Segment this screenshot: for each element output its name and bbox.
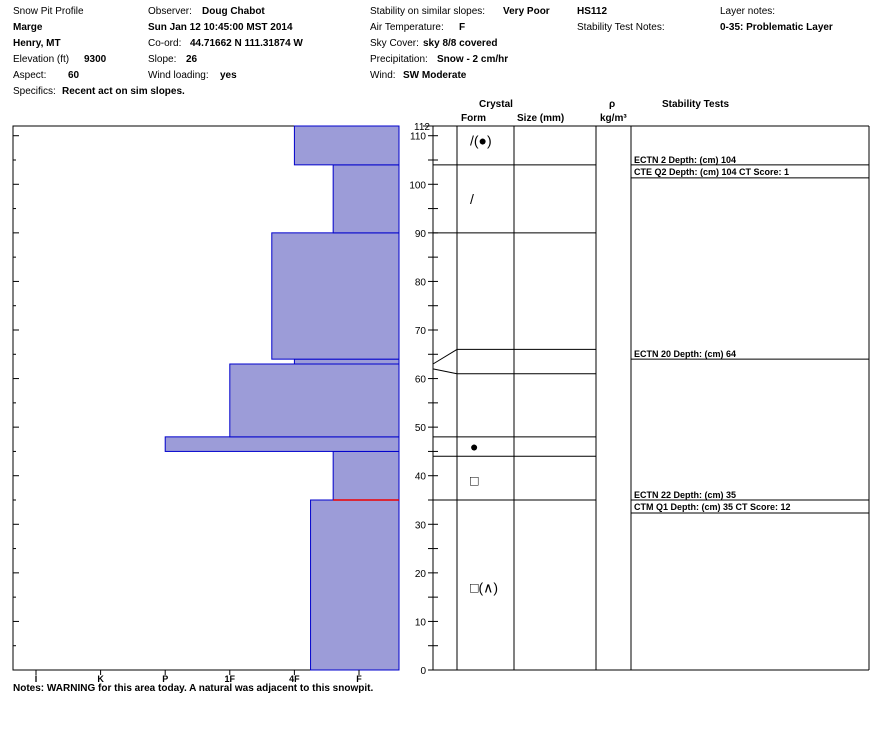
wind-loading-value: yes bbox=[220, 70, 237, 81]
sky-value: sky 8/8 covered bbox=[423, 38, 498, 49]
aspect-label: Aspect: bbox=[13, 70, 47, 81]
crystal-form-symbol: □(∧) bbox=[470, 579, 498, 595]
crystal-form-symbol: ● bbox=[470, 439, 478, 455]
density-unit: kg/m³ bbox=[600, 113, 627, 124]
crystal-form-symbol: □ bbox=[470, 473, 479, 489]
aspect-value: 60 bbox=[68, 70, 80, 81]
stability-test-label: CTE Q2 Depth: (cm) 104 CT Score: 1 bbox=[634, 167, 789, 177]
stability-test-label: CTM Q1 Depth: (cm) 35 CT Score: 12 bbox=[634, 502, 791, 512]
hardness-bar bbox=[271, 232, 400, 360]
layer-notes-value: 0-35: Problematic Layer bbox=[720, 22, 833, 33]
stability-test-label: ECTN 22 Depth: (cm) 35 bbox=[634, 490, 736, 500]
depth-tick-label: 10 bbox=[415, 617, 427, 628]
precip-label: Precipitation: bbox=[370, 54, 428, 65]
depth-tick-label: 100 bbox=[409, 180, 426, 191]
elevation-label: Elevation (ft) bbox=[13, 54, 70, 65]
depth-tick-label: 110 bbox=[410, 132, 426, 143]
depth-max-label: 112 bbox=[414, 122, 430, 133]
hardness-tick-label: 1F bbox=[225, 674, 236, 684]
layer-connector bbox=[432, 368, 458, 375]
depth-tick-label: 50 bbox=[415, 423, 427, 434]
form-heading: Form bbox=[461, 113, 486, 124]
layer-connector bbox=[432, 349, 458, 365]
size-heading: Size (mm) bbox=[517, 113, 565, 124]
observer-value: Doug Chabot bbox=[202, 6, 265, 17]
stability-notes-label: Stability Test Notes: bbox=[577, 22, 665, 33]
layer-notes-label: Layer notes: bbox=[720, 6, 776, 17]
coord-label: Co-ord: bbox=[148, 38, 182, 49]
wind-label: Wind: bbox=[370, 70, 396, 81]
crystal-heading: Crystal bbox=[479, 99, 513, 110]
hardness-bar bbox=[332, 164, 400, 234]
hs-value: HS112 bbox=[577, 6, 608, 17]
wind-loading-label: Wind loading: bbox=[148, 70, 209, 81]
slope-value: 26 bbox=[186, 54, 198, 65]
depth-tick-label: 70 bbox=[415, 326, 427, 337]
hardness-tick-label: P bbox=[162, 674, 168, 684]
stability-label: Stability on similar slopes: bbox=[370, 6, 486, 17]
elevation-value: 9300 bbox=[84, 54, 107, 65]
stability-tests-heading: Stability Tests bbox=[662, 99, 730, 110]
depth-tick-label: 60 bbox=[415, 375, 427, 386]
depth-tick-label: 0 bbox=[420, 666, 426, 677]
hardness-tick-label: K bbox=[97, 674, 104, 684]
hardness-tick-label: F bbox=[356, 674, 362, 684]
stability-test-label: ECTN 20 Depth: (cm) 64 bbox=[634, 349, 736, 359]
slope-label: Slope: bbox=[148, 54, 177, 65]
hardness-bar bbox=[229, 363, 400, 438]
depth-tick-label: 80 bbox=[415, 277, 427, 288]
observer-label: Observer: bbox=[148, 6, 192, 17]
coord-value: 44.71662 N 111.31874 W bbox=[190, 38, 303, 49]
depth-tick-label: 40 bbox=[415, 472, 427, 483]
air-temp-value: F bbox=[459, 22, 466, 33]
depth-tick-label: 20 bbox=[415, 569, 427, 580]
hardness-tick-label: 4F bbox=[289, 674, 300, 684]
hardness-tick-label: I bbox=[35, 674, 38, 684]
wind-value: SW Moderate bbox=[403, 70, 467, 81]
hardness-bar bbox=[293, 125, 400, 166]
hardness-bar bbox=[332, 450, 400, 501]
datetime: Sun Jan 12 10:45:00 MST 2014 bbox=[148, 22, 293, 33]
crystal-form-symbol: /(●) bbox=[470, 133, 492, 149]
stability-test-label: ECTN 2 Depth: (cm) 104 bbox=[634, 155, 736, 165]
hardness-bar bbox=[293, 358, 400, 365]
sky-label: Sky Cover: bbox=[370, 38, 419, 49]
location: Henry, MT bbox=[13, 38, 61, 49]
depth-tick-label: 30 bbox=[415, 520, 427, 531]
hardness-bar bbox=[164, 436, 400, 452]
hardness-bar bbox=[310, 499, 400, 671]
pit-name: Marge bbox=[13, 22, 43, 33]
depth-tick-label: 90 bbox=[415, 229, 427, 240]
notes: Notes: WARNING for this area today. A na… bbox=[13, 683, 374, 694]
density-heading: ρ bbox=[609, 99, 616, 110]
specifics-label: Specifics: bbox=[13, 86, 56, 97]
specifics-value: Recent act on sim slopes. bbox=[62, 86, 185, 97]
profile-title: Snow Pit Profile bbox=[13, 6, 84, 17]
air-temp-label: Air Temperature: bbox=[370, 22, 444, 33]
stability-value: Very Poor bbox=[503, 6, 550, 17]
crystal-form-symbol: / bbox=[470, 191, 474, 207]
precip-value: Snow - 2 cm/hr bbox=[437, 54, 509, 65]
